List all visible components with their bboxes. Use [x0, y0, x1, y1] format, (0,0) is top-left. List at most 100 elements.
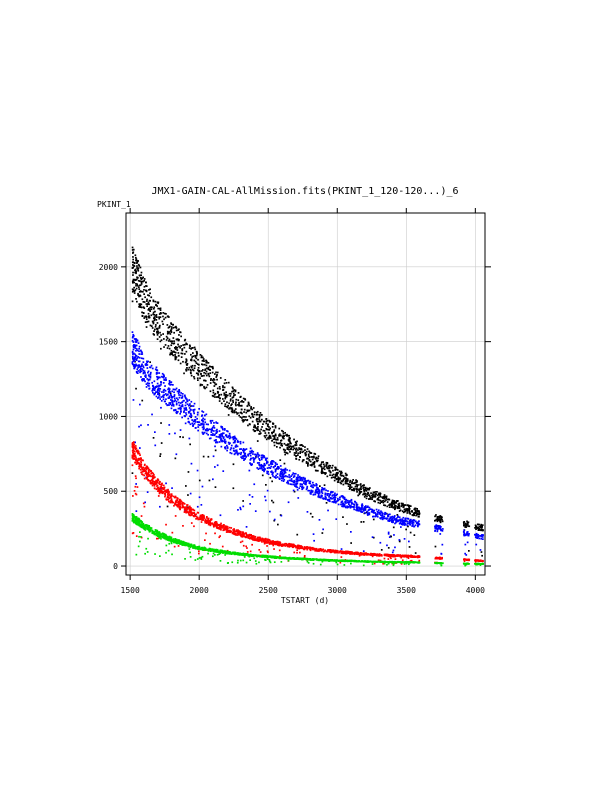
data-point: [216, 464, 219, 467]
data-point: [169, 333, 172, 335]
data-point: [266, 457, 268, 460]
data-point: [154, 325, 157, 328]
data-point: [356, 488, 358, 490]
data-point: [151, 480, 154, 482]
data-point: [178, 389, 180, 391]
data-point: [377, 559, 380, 562]
data-point: [207, 455, 210, 458]
data-point: [232, 387, 234, 390]
data-point: [382, 516, 384, 519]
data-point: [231, 531, 234, 534]
data-point: [229, 406, 231, 409]
data-point: [284, 468, 286, 471]
data-point: [225, 528, 228, 531]
data-point: [200, 372, 202, 375]
data-point: [383, 495, 386, 498]
data-point: [303, 546, 306, 548]
data-point: [245, 545, 247, 548]
data-point: [189, 443, 191, 446]
data-point: [393, 503, 396, 505]
data-point: [236, 452, 239, 455]
data-point: [169, 352, 172, 354]
data-point: [137, 366, 139, 369]
data-point: [327, 499, 329, 502]
data-point: [391, 517, 393, 520]
data-point: [283, 442, 286, 445]
data-point: [263, 464, 265, 467]
data-point: [140, 424, 142, 427]
data-point: [383, 562, 386, 565]
data-point: [323, 465, 326, 467]
data-point: [332, 476, 335, 479]
data-point: [265, 484, 267, 486]
data-point: [193, 408, 196, 411]
data-point: [341, 500, 344, 503]
data-point: [390, 557, 392, 560]
data-point: [251, 543, 253, 546]
data-point: [327, 490, 329, 492]
data-point: [258, 561, 260, 564]
data-point: [134, 344, 137, 347]
data-point: [269, 476, 272, 479]
data-point: [397, 520, 399, 523]
data-point: [296, 546, 299, 549]
data-point: [145, 290, 148, 293]
data-point: [168, 340, 170, 342]
data-point: [152, 482, 155, 485]
data-point: [391, 519, 394, 522]
data-point: [146, 382, 149, 384]
data-point: [379, 499, 382, 502]
data-point: [232, 529, 234, 531]
data-series: [131, 441, 484, 566]
data-point: [406, 520, 409, 523]
data-point: [237, 533, 240, 536]
data-point: [435, 524, 438, 526]
data-point: [266, 419, 269, 422]
data-point: [167, 492, 170, 495]
data-point: [168, 331, 171, 333]
data-point: [284, 545, 287, 547]
data-point: [267, 551, 269, 554]
data-point: [350, 499, 353, 502]
data-point: [138, 465, 140, 468]
data-point: [188, 506, 191, 509]
data-point: [239, 534, 242, 536]
data-point: [366, 493, 368, 496]
data-point: [361, 485, 364, 487]
data-point: [245, 411, 248, 414]
data-point: [233, 389, 236, 391]
data-point: [322, 528, 324, 531]
data-point: [176, 504, 179, 507]
data-point: [365, 506, 367, 509]
data-point: [238, 404, 240, 407]
data-point: [209, 372, 212, 374]
data-point: [166, 490, 168, 493]
data-point: [311, 486, 314, 488]
data-point: [342, 479, 344, 481]
data-point: [277, 523, 279, 526]
data-point: [207, 373, 210, 376]
data-point: [192, 369, 195, 372]
data-point: [250, 451, 253, 454]
data-point: [400, 563, 403, 565]
data-point: [172, 404, 175, 406]
data-point: [351, 551, 353, 554]
data-point: [282, 475, 285, 478]
data-point: [200, 356, 203, 359]
data-point: [198, 550, 200, 553]
data-point: [343, 478, 345, 480]
data-point: [263, 456, 266, 459]
data-point: [314, 453, 317, 455]
data-point: [415, 512, 418, 514]
data-point: [336, 474, 338, 477]
data-point: [224, 447, 227, 450]
data-point: [388, 519, 391, 521]
data-point: [476, 527, 478, 529]
data-point: [322, 467, 325, 470]
data-point: [136, 357, 139, 359]
data-point: [192, 355, 195, 358]
data-point: [374, 553, 376, 555]
data-point: [346, 505, 348, 508]
data-point: [143, 370, 146, 372]
data-point: [201, 370, 203, 372]
